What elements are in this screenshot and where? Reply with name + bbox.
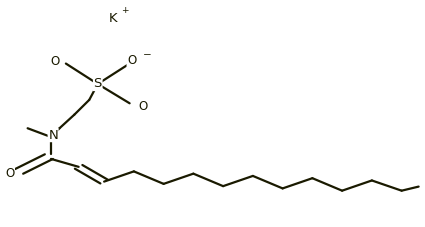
Text: O: O bbox=[51, 55, 60, 68]
Text: K: K bbox=[108, 12, 117, 25]
Text: −: − bbox=[143, 50, 152, 60]
Text: S: S bbox=[94, 77, 102, 91]
Text: O: O bbox=[139, 99, 148, 113]
Text: O: O bbox=[127, 54, 136, 67]
Text: O: O bbox=[5, 167, 14, 180]
Text: N: N bbox=[48, 128, 58, 142]
Text: +: + bbox=[121, 6, 128, 15]
